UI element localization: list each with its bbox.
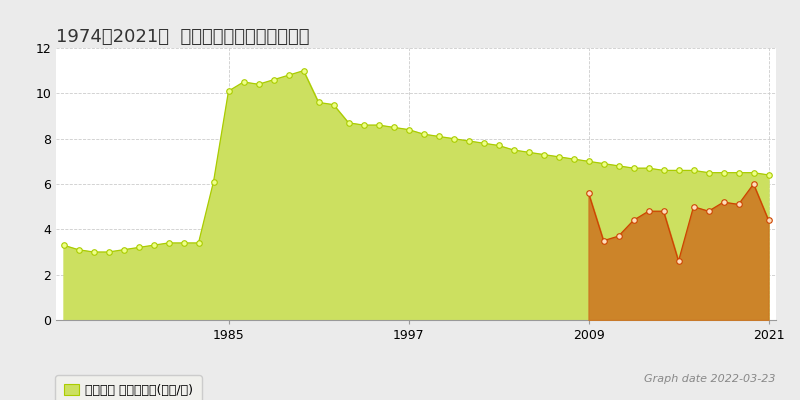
Point <box>747 181 760 187</box>
Point <box>522 149 535 156</box>
Point <box>597 238 610 244</box>
Point <box>717 170 730 176</box>
Point <box>582 158 595 164</box>
Point <box>627 165 640 171</box>
Point <box>672 258 685 264</box>
Point <box>432 133 445 140</box>
Point <box>597 160 610 167</box>
Point <box>717 199 730 205</box>
Point <box>72 246 85 253</box>
Point <box>102 249 115 255</box>
Point <box>657 167 670 174</box>
Point <box>762 172 775 178</box>
Point <box>162 240 175 246</box>
Point <box>282 72 295 78</box>
Point <box>462 138 475 144</box>
Point <box>57 242 70 248</box>
Point <box>627 217 640 224</box>
Text: 1974～2021年  東諸県郡国富町の地価推移: 1974～2021年 東諸県郡国富町の地価推移 <box>56 28 310 46</box>
Point <box>357 122 370 128</box>
Point <box>177 240 190 246</box>
Point <box>222 88 235 94</box>
Point <box>552 154 565 160</box>
Point <box>312 99 325 106</box>
Point <box>267 76 280 83</box>
Point <box>732 170 745 176</box>
Point <box>132 244 145 251</box>
Point <box>672 167 685 174</box>
Point <box>327 102 340 108</box>
Point <box>732 201 745 208</box>
Point <box>612 163 625 169</box>
Point <box>417 131 430 137</box>
Point <box>762 217 775 224</box>
Point <box>387 124 400 130</box>
Point <box>702 170 715 176</box>
Text: Graph date 2022-03-23: Graph date 2022-03-23 <box>645 374 776 384</box>
Point <box>87 249 100 255</box>
Point <box>342 120 355 126</box>
Point <box>372 122 385 128</box>
Point <box>747 170 760 176</box>
Point <box>492 142 505 149</box>
Point <box>192 240 205 246</box>
Point <box>567 156 580 162</box>
Point <box>507 147 520 153</box>
Point <box>537 151 550 158</box>
Point <box>642 208 655 214</box>
Point <box>657 208 670 214</box>
Point <box>612 233 625 239</box>
Point <box>582 190 595 196</box>
Point <box>237 79 250 85</box>
Point <box>147 242 160 248</box>
Point <box>402 126 415 133</box>
Point <box>687 167 700 174</box>
Point <box>702 208 715 214</box>
Point <box>207 178 220 185</box>
Point <box>252 81 265 88</box>
Point <box>642 165 655 171</box>
Point <box>687 204 700 210</box>
Point <box>447 136 460 142</box>
Point <box>297 68 310 74</box>
Legend: 地価公示 平均坪単価(万円/坪), 取引価格 平均坪単価(万円/坪): 地価公示 平均坪単価(万円/坪), 取引価格 平均坪単価(万円/坪) <box>55 375 202 400</box>
Point <box>477 140 490 146</box>
Point <box>117 246 130 253</box>
